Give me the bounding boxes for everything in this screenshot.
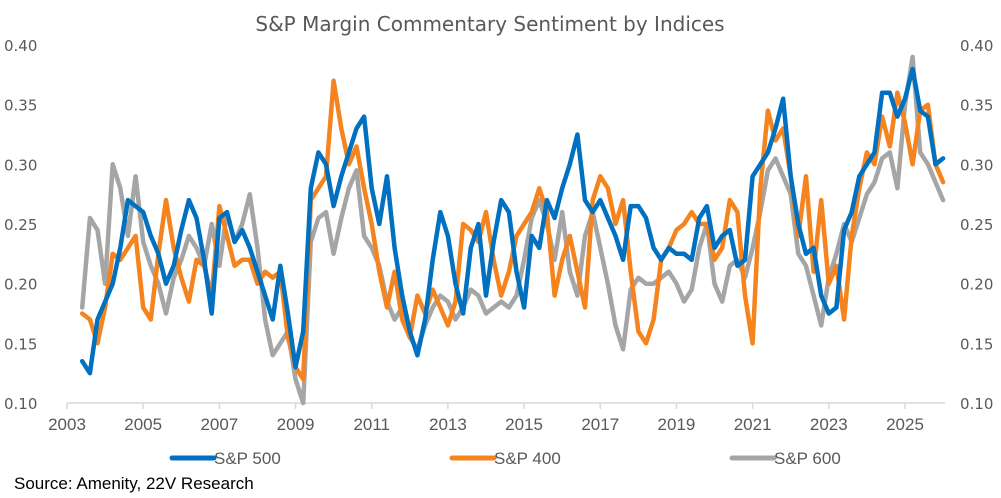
x-tick-label: 2019 [658,415,696,434]
x-tick-label: 2021 [734,415,772,434]
x-tick-label: 2011 [353,415,390,434]
x-tick-label: 2023 [810,415,848,434]
y-tick-label-left: 0.25 [4,216,37,234]
y-tick-label-right: 0.30 [960,156,993,174]
y-tick-label-left: 0.30 [4,156,37,174]
x-tick-label: 2005 [124,415,162,434]
y-tick-label-right: 0.10 [960,395,993,413]
x-axis: 2003 2005 2007 2009 2011 2013 2015 2017 2019 2021… [48,403,924,434]
y-tick-label-left: 0.35 [4,97,37,115]
x-tick-label: 2007 [200,415,238,434]
series-lines [79,54,946,406]
y-tick-label-right: 0.25 [960,216,993,234]
y-tick-label-left: 0.20 [4,276,37,294]
legend: S&P 500 S&P 400 S&P 600 [169,449,841,468]
y-tick-label-left: 0.10 [4,395,37,413]
y-tick-label-right: 0.15 [960,335,993,353]
x-tick-label: 2003 [48,415,86,434]
y-tick-label-right: 0.40 [960,37,993,55]
series-line-s-p-600 [79,54,946,406]
y-tick-label-left: 0.40 [4,37,37,55]
x-tick-label: 2025 [886,415,924,434]
y-tick-label-right: 0.35 [960,97,993,115]
x-tick-label: 2017 [581,415,619,434]
x-tick-label: 2015 [505,415,543,434]
series-line-s-p-500 [79,66,946,376]
legend-label-sp600: S&P 600 [774,449,841,468]
y-tick-label-left: 0.15 [4,335,37,353]
legend-label-sp400: S&P 400 [494,449,561,468]
y-tick-label-right: 0.20 [960,276,993,294]
y-axis-right: 0.10 0.15 0.20 0.25 0.30 0.35 0.40 [960,37,993,413]
legend-label-sp500: S&P 500 [214,449,281,468]
chart-title: S&P Margin Commentary Sentiment by Indic… [255,12,724,36]
source-note: Source: Amenity, 22V Research [14,474,254,493]
x-tick-label: 2009 [277,415,315,434]
y-axis-left: 0.10 0.15 0.20 0.25 0.30 0.35 0.40 [4,37,37,413]
x-tick-label: 2013 [429,415,467,434]
